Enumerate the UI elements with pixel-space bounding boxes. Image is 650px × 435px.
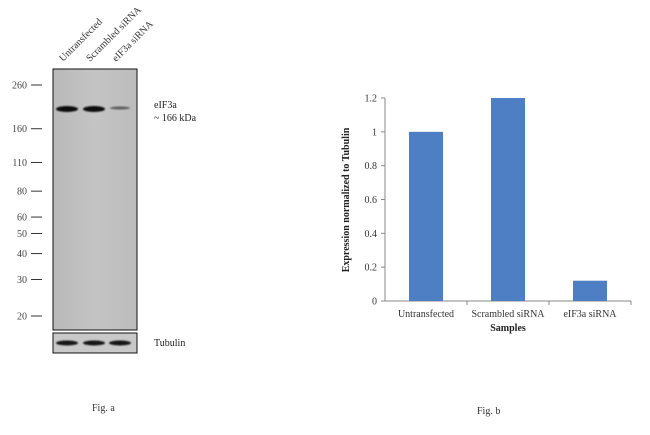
blot-membrane <box>52 68 138 331</box>
y-tick-label: 0 <box>372 297 377 308</box>
band-label-kda: ~ 166 kDa <box>154 113 197 124</box>
y-tick-label: 1 <box>372 127 377 138</box>
mw-marker-label: 20 <box>17 312 27 323</box>
bar <box>409 131 443 301</box>
x-axis-title: Samples <box>490 323 526 334</box>
mw-marker-label: 30 <box>17 275 27 286</box>
band-label-eif3a: eIF3a <box>154 100 177 111</box>
eif3a-band <box>110 106 130 110</box>
mw-marker-label: 60 <box>17 213 27 224</box>
figure-caption-b: Fig. b <box>477 406 500 417</box>
eif3a-band <box>83 106 105 112</box>
protein-bands <box>56 106 131 346</box>
mw-marker-label: 160 <box>12 124 27 135</box>
y-tick-label: 0.2 <box>365 263 378 274</box>
mw-marker-label: 110 <box>12 158 27 169</box>
molecular-weight-markers: 260 160 110 80 60 50 40 30 20 <box>12 81 42 323</box>
bar <box>491 98 525 301</box>
mw-marker-label: 80 <box>17 187 27 198</box>
figure-caption-a: Fig. a <box>92 403 115 414</box>
x-tick-label: eIF3a siRNA <box>563 309 617 320</box>
y-tick-label: 0.4 <box>365 229 378 240</box>
eif3a-band <box>56 106 78 112</box>
x-tick-label: Scrambled siRNA <box>471 309 545 320</box>
x-tick-label: Untransfected <box>398 309 454 320</box>
bar <box>573 280 607 301</box>
x-tick-labels: Untransfected Scrambled siRNA eIF3a siRNA <box>398 301 632 320</box>
bars <box>409 98 607 301</box>
tubulin-band <box>109 340 131 346</box>
y-tick-label: 0.8 <box>365 161 378 172</box>
mw-marker-label: 40 <box>17 249 27 260</box>
tubulin-band <box>56 340 78 346</box>
mw-marker-label: 50 <box>17 229 27 240</box>
tubulin-band <box>83 340 105 346</box>
y-tick-label: 0.6 <box>365 195 378 206</box>
loading-control-label: Tubulin <box>154 338 185 349</box>
y-ticks: 0 0.2 0.4 0.6 0.8 1 1.2 <box>365 94 385 308</box>
bar-chart-panel: 0 0.2 0.4 0.6 0.8 1 1.2 Untransfected Scrambled… <box>341 94 632 417</box>
mw-marker-label: 260 <box>12 81 27 92</box>
y-tick-label: 1.2 <box>365 94 378 105</box>
y-axis-title: Expression normalized to Tubulin <box>341 127 352 272</box>
